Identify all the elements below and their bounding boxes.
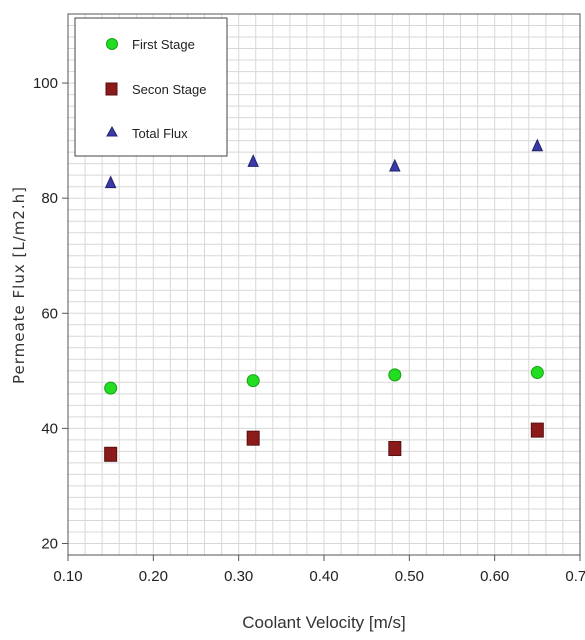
data-marks [104,138,544,462]
point-first-stage [388,368,402,382]
legend-marker-total-flux [106,125,118,137]
x-tick-label: 0.40 [309,568,338,585]
y-axis-label: Permeate Flux [L/m2.h] [10,186,28,384]
legend-marker-first-stage [106,38,118,50]
x-axis: 0.10 0.20 0.30 0.40 0.50 0.60 0.70 [53,555,585,585]
x-tick-label: 0.10 [53,568,82,585]
x-tick-label: 0.60 [480,568,509,585]
x-tick-label: 0.70 [565,568,585,585]
point-total-flux [531,138,544,152]
legend-box [74,17,228,157]
point-secon-stage [530,422,544,438]
y-tick-label: 20 [41,535,58,552]
point-first-stage [246,374,260,388]
legend-label-first-stage: First Stage [132,37,195,52]
x-tick-label: 0.20 [139,568,168,585]
point-secon-stage [104,446,118,462]
y-tick-label: 40 [41,420,58,437]
x-tick-label: 0.30 [224,568,253,585]
x-tick-label: 0.50 [395,568,424,585]
y-tick-label: 80 [41,190,58,207]
point-secon-stage [246,430,260,446]
legend-label-total-flux: Total Flux [132,126,188,141]
point-secon-stage [388,441,402,457]
point-total-flux [247,154,259,167]
point-total-flux [389,158,401,172]
legend-marker-secon-stage [105,82,118,96]
x-axis-label: Coolant Velocity [m/s] [242,613,405,632]
point-first-stage [104,381,118,395]
point-first-stage [530,366,544,380]
legend-label-secon-stage: Secon Stage [132,82,206,97]
y-tick-label: 100 [33,75,58,92]
point-total-flux [104,175,117,189]
y-tick-label: 60 [41,305,58,322]
legend: First Stage Secon Stage Total Flux [74,17,228,157]
y-axis: 20 40 60 80 100 [33,75,68,552]
